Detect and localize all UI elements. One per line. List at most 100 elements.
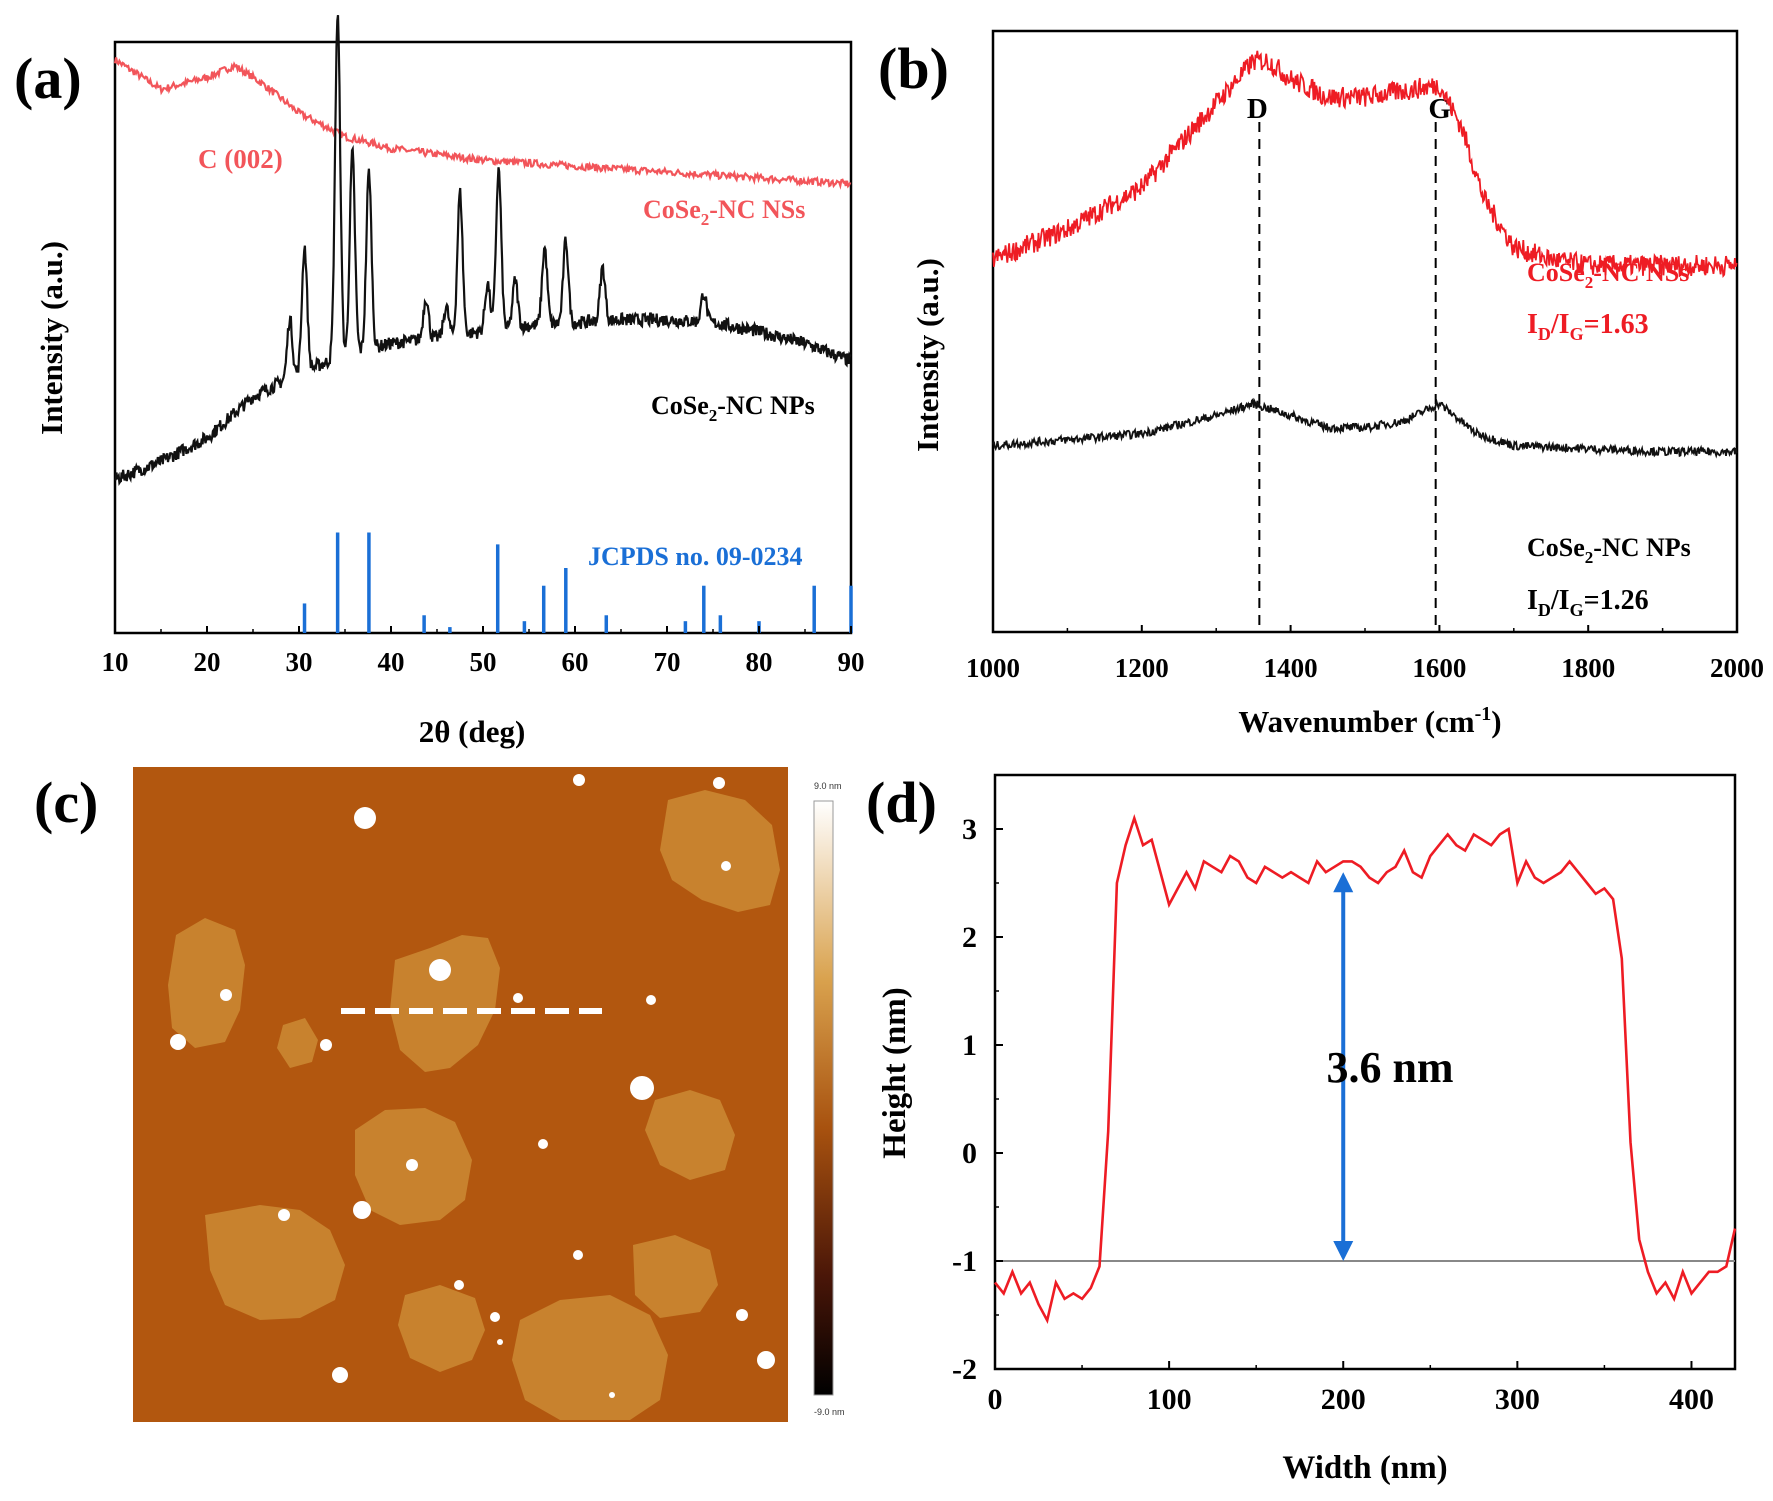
x-tick-label: 400: [1669, 1383, 1714, 1416]
y-tick-label: 3: [962, 813, 977, 846]
afm-particle: [278, 1209, 290, 1221]
thickness-annotation: 3.6 nm: [1326, 1043, 1453, 1092]
afm-flake: [660, 790, 780, 912]
panel-c-afm-image: (c): [34, 767, 845, 1422]
afm-flake: [205, 1205, 345, 1320]
nss-legend-label-a: CoSe2-NC NSs: [643, 195, 805, 229]
x-tick-label: 90: [838, 647, 865, 677]
afm-particle: [406, 1159, 418, 1171]
panel-d-axes: 0 100 200 300 400 3 2 1 0 -1 -2: [952, 813, 1735, 1416]
panel-a-y-axis-label: Intensity (a.u.): [34, 241, 69, 435]
afm-particle: [538, 1139, 548, 1149]
panel-b-y-axis-label: Intensity (a.u.): [910, 258, 945, 452]
y-tick-label: 1: [962, 1029, 977, 1062]
x-tick-label: 2000: [1710, 653, 1764, 683]
afm-particle: [170, 1034, 186, 1050]
afm-particle: [320, 1039, 332, 1051]
afm-particle: [454, 1280, 464, 1290]
afm-nanoparticles: [170, 774, 775, 1398]
thickness-arrow-head-bottom: [1333, 1241, 1354, 1261]
afm-particle: [573, 1250, 583, 1260]
panel-b-x-axis-label: Wavenumber (cm-1): [1238, 703, 1501, 739]
afm-particle: [736, 1309, 748, 1321]
colorbar-max-label: 9.0 nm: [814, 781, 842, 791]
afm-particle: [573, 774, 585, 786]
afm-flake: [645, 1090, 735, 1180]
afm-flake: [390, 935, 500, 1072]
x-tick-label: 70: [654, 647, 681, 677]
afm-particle: [757, 1351, 775, 1369]
nps-raman-line: [992, 397, 1738, 459]
afm-flake: [277, 1018, 318, 1068]
afm-particle: [721, 861, 731, 871]
x-tick-label: 0: [988, 1383, 1003, 1416]
panel-d-height-profile-chart: (d) 0 100 200 300 400 3 2 1 0 -1 -2 3.6 nm Height …: [866, 770, 1737, 1486]
jcpds-reference-sticks: [302, 532, 853, 633]
x-tick-label: 200: [1321, 1383, 1366, 1416]
panel-a-x-ticks: 10 20 30 40 50 60 70 80 90: [102, 626, 865, 677]
afm-flake: [633, 1235, 718, 1318]
x-tick-label: 40: [378, 647, 405, 677]
x-tick-label: 60: [562, 647, 589, 677]
x-tick-label: 300: [1495, 1383, 1540, 1416]
afm-particle: [630, 1076, 654, 1100]
afm-particle: [354, 807, 376, 829]
afm-particle: [332, 1367, 348, 1383]
panel-d-y-axis-label: Height (nm): [877, 987, 913, 1158]
x-tick-label: 1200: [1115, 653, 1169, 683]
panel-a-xrd-chart: (a) 10 20 30 40 50 60 70 80 90 C (002) CoSe2-NC …: [14, 14, 865, 749]
x-tick-label: 1000: [966, 653, 1020, 683]
afm-particle: [220, 989, 232, 1001]
afm-particle: [713, 777, 725, 789]
c002-annotation: C (002): [198, 144, 283, 174]
panel-a-x-axis-label: 2θ (deg): [419, 714, 526, 749]
panel-d-frame: [993, 773, 1737, 1371]
nps-legend-label-b: CoSe2-NC NPs: [1527, 533, 1691, 567]
thickness-arrow-head-top: [1333, 872, 1354, 893]
afm-flake: [398, 1285, 485, 1372]
panel-d-series-lines: [993, 813, 1737, 1325]
jcpds-legend-label: JCPDS no. 09-0234: [588, 542, 803, 571]
x-tick-label: 50: [470, 647, 497, 677]
afm-nanosheet-flakes: [168, 790, 780, 1420]
height-profile-line: [993, 813, 1737, 1325]
nss-ratio-label: ID/IG=1.63: [1527, 309, 1649, 344]
afm-particle: [353, 1201, 371, 1219]
panel-b-series-lines: [992, 50, 1738, 459]
panel-a-letter: (a): [14, 46, 82, 111]
thickness-arrow: [1333, 872, 1354, 1261]
panel-a-series-lines: [113, 14, 852, 486]
afm-particle: [497, 1339, 503, 1345]
nss-raman-line: [992, 50, 1738, 278]
nss-xrd-line: [113, 57, 852, 190]
x-tick-label: 80: [746, 647, 773, 677]
afm-particle: [646, 995, 656, 1005]
x-tick-label: 30: [286, 647, 313, 677]
panel-b-x-ticks: 1000 1200 1400 1600 1800 2000: [966, 625, 1764, 683]
afm-colorbar: [813, 800, 834, 1396]
y-tick-label: 0: [962, 1137, 977, 1170]
nps-legend-label-a: CoSe2-NC NPs: [651, 391, 815, 425]
x-tick-label: 10: [102, 647, 129, 677]
afm-particle: [609, 1392, 615, 1398]
y-tick-label: -1: [952, 1245, 977, 1278]
panel-b-letter: (b): [878, 36, 949, 101]
panel-d-letter: (d): [866, 770, 937, 835]
afm-flake: [168, 918, 245, 1048]
panel-c-letter: (c): [34, 770, 98, 835]
afm-particle: [429, 959, 451, 981]
nps-xrd-line: [114, 14, 852, 486]
y-tick-label: 2: [962, 921, 977, 954]
x-tick-label: 100: [1147, 1383, 1192, 1416]
afm-flake: [512, 1295, 668, 1420]
afm-particle: [513, 993, 523, 1003]
band-marker-label: D: [1247, 93, 1268, 125]
colorbar-min-label: -9.0 nm: [814, 1407, 845, 1417]
afm-particle: [490, 1312, 500, 1322]
x-tick-label: 1600: [1412, 653, 1466, 683]
nps-ratio-label: ID/IG=1.26: [1527, 585, 1649, 620]
nss-legend-label-b: CoSe2-NC NSs: [1527, 258, 1689, 292]
